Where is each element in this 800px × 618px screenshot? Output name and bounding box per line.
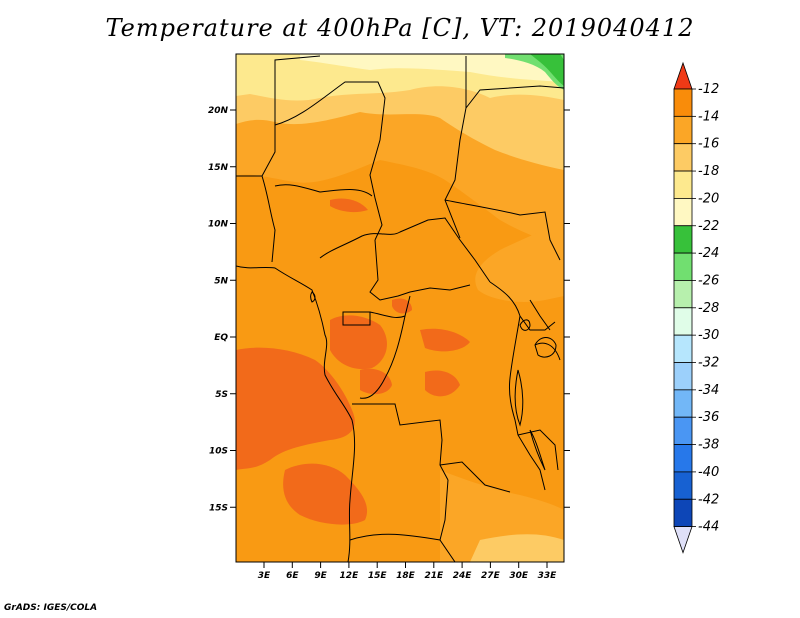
map-frame (235, 53, 565, 563)
colorbar-label: -18 (698, 164, 719, 179)
colorbar-label: -24 (698, 246, 719, 261)
colorbar-swatch (673, 307, 693, 336)
latitude-axis: 20N 15N 10N 5N EQ 5S 10S 15S (208, 106, 570, 513)
colorbar-swatch (673, 280, 693, 309)
colorbar-label: -20 (698, 191, 719, 206)
colorbar-label: -26 (698, 273, 719, 288)
grads-credit: GrADS: IGES/COLA (4, 603, 98, 613)
colorbar-swatch (673, 197, 693, 227)
temperature-field (236, 54, 564, 562)
colorbar-label: -22 (698, 219, 719, 234)
colorbar-label: -38 (698, 438, 719, 453)
colorbar-label: -42 (698, 492, 719, 507)
colorbar-swatch (673, 115, 693, 145)
lon-label: 30E (509, 571, 529, 581)
lat-label: 10S (209, 447, 228, 457)
colorbar-label: -12 (698, 82, 719, 97)
colorbar-swatch (673, 334, 693, 363)
lon-label: 12E (340, 571, 360, 581)
colorbar-swatch (673, 416, 693, 445)
colorbar-swatch (673, 362, 693, 391)
lon-label: 33E (538, 571, 558, 581)
colorbar-swatch (673, 143, 693, 172)
colorbar-swatch (673, 444, 693, 473)
lat-label: 15S (209, 503, 228, 513)
lon-label: 15E (368, 571, 388, 581)
lon-label: 6E (286, 571, 299, 581)
colorbar-label: -44 (698, 520, 719, 535)
colorbar-label: -32 (698, 356, 719, 371)
colorbar-swatch (673, 170, 693, 199)
colorbar-swatch (673, 471, 693, 500)
country-borders (236, 55, 564, 562)
colorbar-label: -34 (698, 383, 719, 398)
lat-label: 5S (215, 390, 228, 400)
colorbar: -12 -14 -16 -18 -20 -22 -24 -26 -28 -30 -32 -34 -36 -… (673, 61, 719, 554)
lon-label: 9E (314, 571, 327, 581)
colorbar-label: -30 (698, 328, 719, 343)
colorbar-swatch (673, 225, 693, 254)
lat-label: 20N (208, 106, 229, 116)
colorbar-label: -14 (698, 109, 719, 124)
colorbar-label: -16 (698, 137, 719, 152)
lon-label: 3E (258, 571, 271, 581)
map-title: Temperature at 400hPa [C], VT: 201904041… (105, 14, 695, 42)
lat-label: 5N (214, 276, 228, 286)
lat-label: EQ (214, 333, 228, 343)
lon-label: 21E (424, 571, 444, 581)
lon-label: 18E (396, 571, 416, 581)
colorbar-label: -36 (698, 410, 719, 425)
colorbar-top-arrow (673, 61, 693, 90)
colorbar-swatch (673, 389, 693, 418)
colorbar-swatch (673, 88, 693, 117)
colorbar-bottom-arrow (673, 526, 693, 554)
lat-label: 10N (208, 220, 229, 230)
lon-label: 27E (481, 571, 501, 581)
lat-label: 15N (208, 163, 229, 173)
colorbar-swatch (673, 252, 693, 281)
colorbar-swatch (673, 498, 693, 528)
lon-label: 24E (453, 571, 473, 581)
lakes (310, 291, 557, 471)
colorbar-label: -40 (698, 465, 719, 480)
colorbar-label: -28 (698, 301, 719, 316)
longitude-axis: 3E 6E 9E 12E 15E 18E 21E 24E 27E 30E 33E (258, 562, 557, 581)
